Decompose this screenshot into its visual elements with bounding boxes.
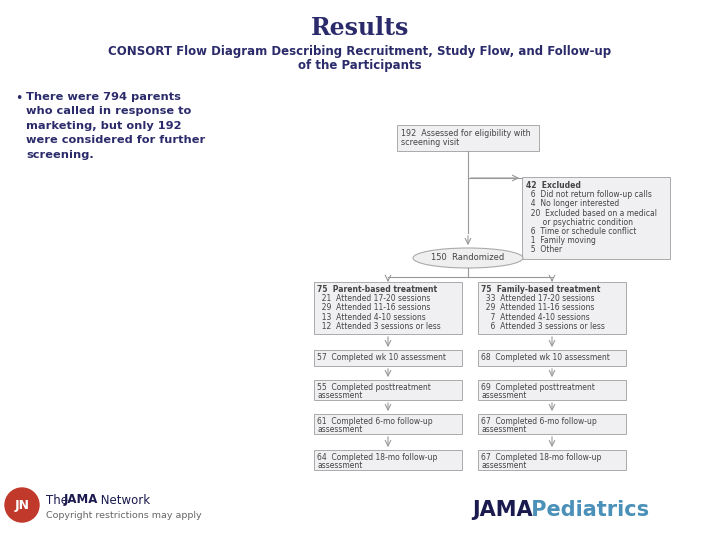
- Ellipse shape: [413, 248, 523, 268]
- FancyBboxPatch shape: [314, 414, 462, 434]
- Text: 7  Attended 4-10 sessions: 7 Attended 4-10 sessions: [481, 313, 590, 322]
- Text: The: The: [46, 494, 72, 507]
- FancyBboxPatch shape: [478, 282, 626, 334]
- FancyBboxPatch shape: [314, 450, 462, 470]
- Text: assessment: assessment: [481, 462, 526, 470]
- Text: 6  Attended 3 sessions or less: 6 Attended 3 sessions or less: [481, 322, 605, 331]
- FancyBboxPatch shape: [314, 350, 462, 366]
- Text: Copyright restrictions may apply: Copyright restrictions may apply: [46, 511, 202, 521]
- Text: of the Participants: of the Participants: [298, 58, 422, 71]
- Text: 42  Excluded: 42 Excluded: [526, 181, 581, 190]
- Text: 1  Family moving: 1 Family moving: [526, 236, 596, 245]
- Text: Results: Results: [311, 16, 409, 40]
- Text: 68  Completed wk 10 assessment: 68 Completed wk 10 assessment: [481, 353, 610, 362]
- Text: 13  Attended 4-10 sessions: 13 Attended 4-10 sessions: [317, 313, 426, 322]
- Text: JAMA: JAMA: [64, 494, 99, 507]
- Text: CONSORT Flow Diagram Describing Recruitment, Study Flow, and Follow-up: CONSORT Flow Diagram Describing Recruitm…: [109, 45, 611, 58]
- Text: 64  Completed 18-mo follow-up: 64 Completed 18-mo follow-up: [317, 453, 437, 462]
- FancyBboxPatch shape: [314, 282, 462, 334]
- FancyBboxPatch shape: [522, 177, 670, 259]
- FancyBboxPatch shape: [478, 350, 626, 366]
- Text: JN: JN: [14, 498, 30, 511]
- Text: 75  Parent-based treatment: 75 Parent-based treatment: [317, 285, 437, 294]
- Text: 5  Other: 5 Other: [526, 245, 562, 254]
- Text: 150  Randomized: 150 Randomized: [431, 253, 505, 262]
- Text: 67  Completed 6-mo follow-up: 67 Completed 6-mo follow-up: [481, 417, 597, 426]
- FancyBboxPatch shape: [478, 450, 626, 470]
- Text: There were 794 parents
who called in response to
marketing, but only 192
were co: There were 794 parents who called in res…: [26, 92, 205, 160]
- Text: screening visit: screening visit: [401, 138, 459, 147]
- Text: 29  Attended 11-16 sessions: 29 Attended 11-16 sessions: [481, 303, 595, 313]
- Text: assessment: assessment: [481, 392, 526, 401]
- Text: 57  Completed wk 10 assessment: 57 Completed wk 10 assessment: [317, 353, 446, 362]
- Circle shape: [5, 488, 39, 522]
- Text: assessment: assessment: [317, 392, 362, 401]
- Text: 6  Time or schedule conflict: 6 Time or schedule conflict: [526, 227, 636, 236]
- Text: 4  No longer interested: 4 No longer interested: [526, 199, 619, 208]
- Text: 20  Excluded based on a medical: 20 Excluded based on a medical: [526, 208, 657, 218]
- Text: 69  Completed posttreatment: 69 Completed posttreatment: [481, 383, 595, 392]
- FancyBboxPatch shape: [397, 125, 539, 151]
- FancyBboxPatch shape: [314, 380, 462, 400]
- Text: 12  Attended 3 sessions or less: 12 Attended 3 sessions or less: [317, 322, 441, 331]
- Text: 6  Did not return follow-up calls: 6 Did not return follow-up calls: [526, 190, 652, 199]
- Text: 75  Family-based treatment: 75 Family-based treatment: [481, 285, 600, 294]
- Text: 33  Attended 17-20 sessions: 33 Attended 17-20 sessions: [481, 294, 595, 303]
- Text: 21  Attended 17-20 sessions: 21 Attended 17-20 sessions: [317, 294, 431, 303]
- Text: 55  Completed posttreatment: 55 Completed posttreatment: [317, 383, 431, 392]
- FancyBboxPatch shape: [478, 380, 626, 400]
- Text: 67  Completed 18-mo follow-up: 67 Completed 18-mo follow-up: [481, 453, 601, 462]
- Text: 192  Assessed for eligibility with: 192 Assessed for eligibility with: [401, 129, 531, 138]
- Text: •: •: [15, 92, 22, 105]
- Text: or psychiatric condition: or psychiatric condition: [526, 218, 633, 227]
- Text: Pediatrics: Pediatrics: [524, 500, 649, 520]
- Text: JAMA: JAMA: [472, 500, 533, 520]
- Text: assessment: assessment: [317, 426, 362, 435]
- Text: Network: Network: [97, 494, 150, 507]
- Text: assessment: assessment: [317, 462, 362, 470]
- FancyBboxPatch shape: [478, 414, 626, 434]
- Text: assessment: assessment: [481, 426, 526, 435]
- Text: 61  Completed 6-mo follow-up: 61 Completed 6-mo follow-up: [317, 417, 433, 426]
- Text: 29  Attended 11-16 sessions: 29 Attended 11-16 sessions: [317, 303, 431, 313]
